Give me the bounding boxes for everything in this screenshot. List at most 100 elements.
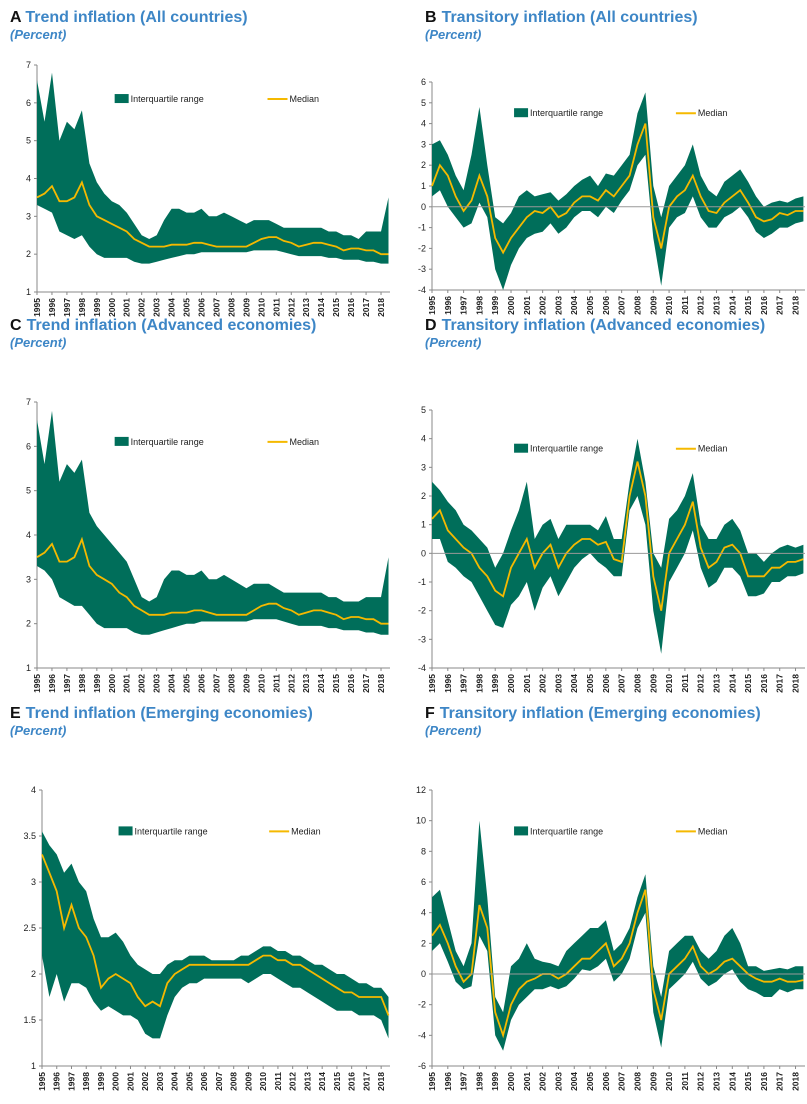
y-tick-label: 4: [421, 119, 426, 129]
y-tick-label: 1.5: [23, 1015, 36, 1025]
y-tick-label: 2: [421, 938, 426, 948]
x-tick-label: 1996: [443, 1072, 453, 1091]
legend-swatch: [114, 436, 129, 446]
y-tick-label: 12: [416, 785, 426, 795]
panel-subtitle: (Percent): [10, 723, 66, 738]
legend-swatch: [114, 94, 129, 104]
x-tick-label: 2005: [184, 1072, 194, 1091]
x-tick-label: 2009: [243, 1072, 253, 1091]
interquartile-band: [37, 410, 389, 635]
panel-title-text: Trend inflation (All countries): [25, 9, 247, 26]
y-tick-label: 0: [421, 202, 426, 212]
y-tick-label: -1: [418, 577, 426, 587]
y-tick-label: 2: [31, 969, 36, 979]
x-tick-label: 1995: [427, 674, 437, 693]
x-tick-label: 2017: [361, 298, 371, 317]
legend-label: Median: [698, 108, 728, 118]
y-tick-label: -4: [418, 1030, 426, 1040]
x-tick-label: 2005: [585, 674, 595, 693]
legend-swatch: [514, 108, 529, 118]
x-tick-label: 2007: [211, 674, 221, 693]
panel: C Trend inflation (Advanced economies)(Pe…: [10, 317, 390, 693]
legend-label: Median: [698, 444, 728, 454]
x-tick-label: 2000: [506, 674, 516, 693]
x-tick-label: 2012: [286, 298, 296, 317]
y-tick-label: 5: [26, 486, 31, 496]
x-tick-label: 2005: [182, 674, 192, 693]
x-tick-label: 2007: [214, 1072, 224, 1091]
x-tick-label: 1999: [490, 674, 500, 693]
y-tick-label: -3: [418, 264, 426, 274]
x-tick-label: 2004: [167, 674, 177, 693]
interquartile-band: [432, 438, 804, 654]
x-tick-label: 1997: [459, 674, 469, 693]
y-tick-label: 2.5: [23, 923, 36, 933]
y-tick-label: 2: [421, 160, 426, 170]
x-tick-label: 2004: [167, 298, 177, 317]
x-tick-label: 2005: [182, 298, 192, 317]
x-tick-label: 1995: [427, 1072, 437, 1091]
interquartile-band: [42, 831, 389, 1039]
x-tick-label: 2013: [302, 1072, 312, 1091]
x-tick-label: 2013: [711, 674, 721, 693]
panel-title: B Transitory inflation (All countries): [425, 9, 698, 26]
y-tick-label: 3.5: [23, 831, 36, 841]
legend-label: Median: [290, 94, 320, 104]
x-tick-label: 2011: [680, 296, 690, 315]
x-tick-label: 2016: [759, 296, 769, 315]
x-tick-label: 2004: [569, 296, 579, 315]
x-tick-label: 2017: [361, 1072, 371, 1091]
x-tick-label: 1998: [474, 1072, 484, 1091]
y-tick-label: 5: [421, 98, 426, 108]
x-tick-label: 1997: [62, 674, 72, 693]
x-tick-label: 1997: [459, 296, 469, 315]
y-tick-label: 3: [26, 211, 31, 221]
x-tick-label: 2008: [229, 1072, 239, 1091]
median-line: [36, 179, 389, 256]
x-tick-label: 2016: [759, 674, 769, 693]
x-tick-label: 2012: [696, 296, 706, 315]
legend-label: Median: [698, 826, 728, 836]
panel-title: F Transitory inflation (Emerging economie…: [425, 705, 761, 722]
x-tick-label: 2000: [506, 296, 516, 315]
x-tick-label: 2015: [331, 298, 341, 317]
x-tick-label: 1995: [32, 298, 42, 317]
x-tick-label: 2015: [743, 1072, 753, 1091]
y-tick-label: 1: [26, 663, 31, 673]
x-tick-label: 2007: [211, 298, 221, 317]
x-tick-label: 1998: [474, 296, 484, 315]
median-line: [41, 854, 390, 1016]
x-tick-label: 2010: [664, 1072, 674, 1091]
x-tick-label: 1998: [81, 1072, 91, 1091]
x-tick-label: 1999: [92, 674, 102, 693]
x-tick-label: 2006: [601, 296, 611, 315]
x-tick-label: 1997: [62, 298, 72, 317]
x-tick-label: 1999: [490, 296, 500, 315]
y-tick-label: 3: [421, 462, 426, 472]
x-tick-label: 2002: [137, 674, 147, 693]
y-tick-label: 8: [421, 846, 426, 856]
x-tick-label: 2010: [664, 674, 674, 693]
x-tick-label: 2003: [155, 1072, 165, 1091]
y-tick-label: -1: [418, 223, 426, 233]
x-tick-label: 1999: [92, 298, 102, 317]
y-tick-label: 4: [26, 174, 31, 184]
x-tick-label: 1995: [37, 1072, 47, 1091]
x-tick-label: 2007: [617, 296, 627, 315]
x-tick-label: 1999: [490, 1072, 500, 1091]
x-tick-label: 2002: [538, 296, 548, 315]
panel-title: A Trend inflation (All countries): [10, 9, 248, 26]
x-tick-label: 2012: [286, 674, 296, 693]
x-tick-label: 2017: [775, 296, 785, 315]
x-tick-label: 2010: [258, 1072, 268, 1091]
y-tick-label: 5: [421, 405, 426, 415]
panel-title: C Trend inflation (Advanced economies): [10, 317, 316, 334]
x-tick-label: 2016: [346, 674, 356, 693]
x-tick-label: 2018: [376, 674, 386, 693]
x-tick-label: 2012: [288, 1072, 298, 1091]
x-tick-label: 2001: [522, 674, 532, 693]
x-tick-label: 1996: [47, 674, 57, 693]
x-tick-label: 2012: [696, 674, 706, 693]
x-tick-label: 2009: [241, 298, 251, 317]
x-tick-label: 2001: [522, 1072, 532, 1091]
